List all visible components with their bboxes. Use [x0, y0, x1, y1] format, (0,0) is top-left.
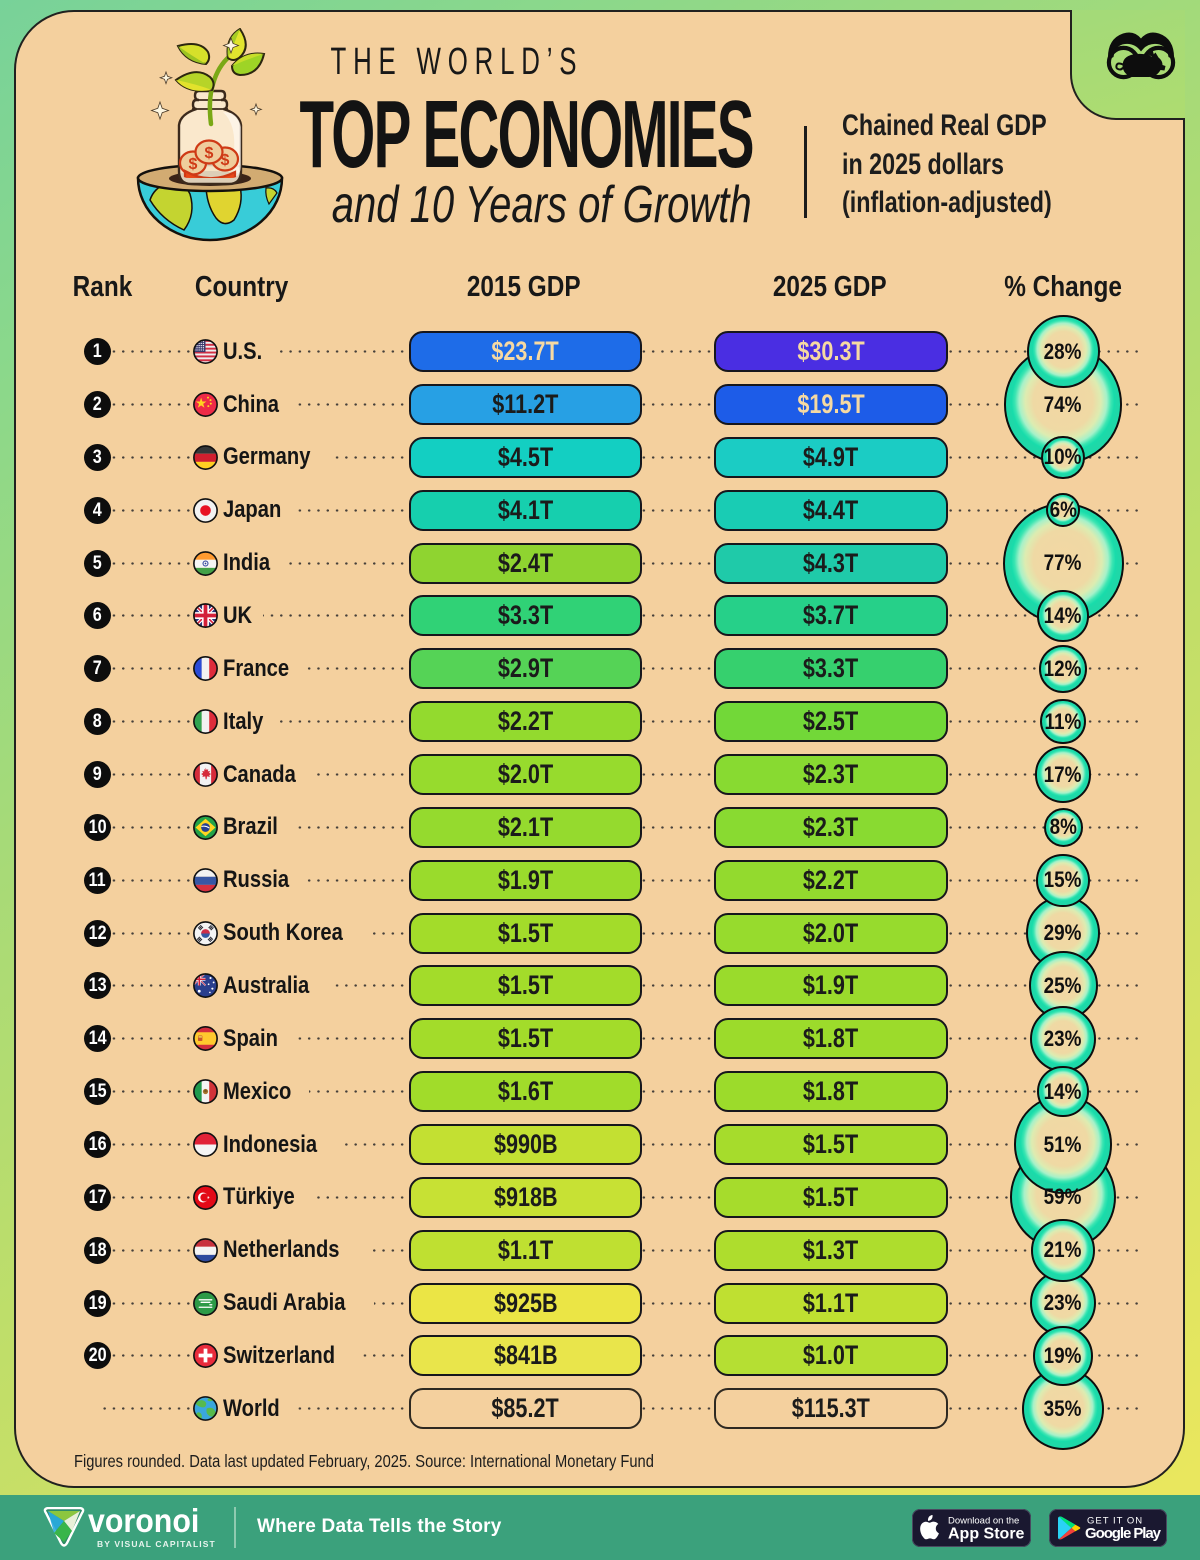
svg-text:Download on the: Download on the — [948, 1516, 1019, 1527]
svg-text:App Store: App Store — [948, 1526, 1025, 1543]
svg-text:GET IT ON: GET IT ON — [1087, 1516, 1143, 1527]
svg-text:$: $ — [189, 156, 198, 173]
svg-text:Google Play: Google Play — [1085, 1525, 1162, 1542]
svg-text:$: $ — [205, 145, 214, 162]
svg-text:$: $ — [221, 152, 230, 169]
